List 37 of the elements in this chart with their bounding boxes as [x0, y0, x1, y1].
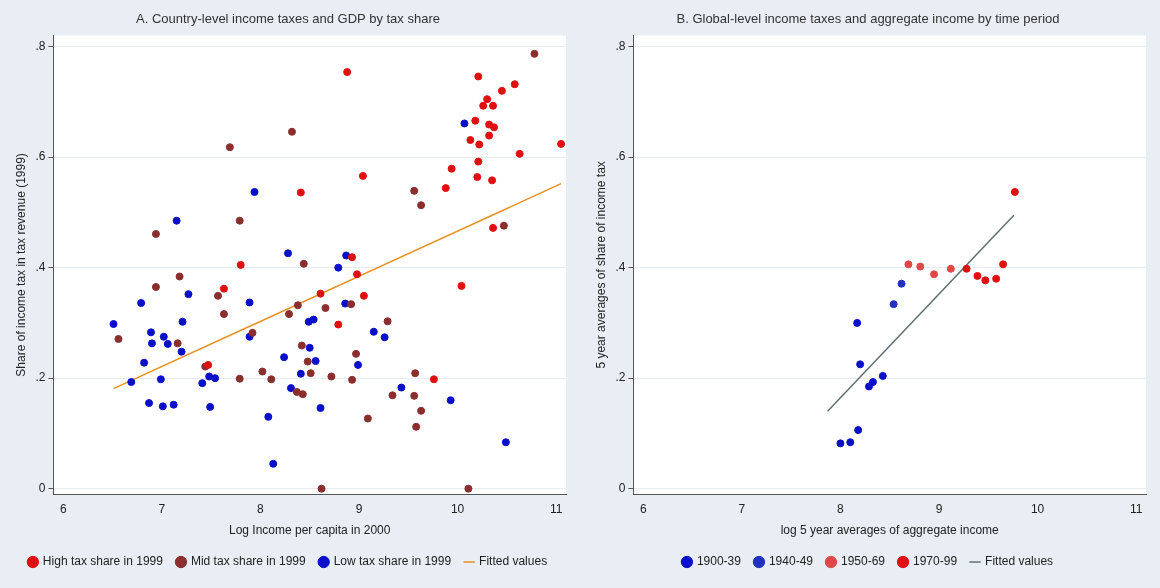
y-tick-label: 0 — [38, 480, 46, 495]
x-axis-title: log 5 year averages of aggregate income — [780, 523, 1000, 538]
x-tick-label: 11 — [1129, 501, 1143, 516]
x-tick-label: 10 — [1030, 501, 1045, 516]
y-tick-label: .8 — [35, 38, 46, 53]
y-axis-title: 5 year averages of share of income tax — [593, 161, 608, 369]
y-tick-label: .4 — [615, 259, 626, 274]
y-tick-label: 0 — [618, 480, 626, 495]
x-tick-label: 11 — [549, 501, 563, 516]
x-tick-label: 6 — [59, 501, 67, 516]
legend-label: 1940-49 — [768, 554, 814, 569]
legend-label: Low tax share in 1999 — [333, 554, 452, 569]
x-tick-label: 7 — [738, 501, 746, 516]
chart-title: A. Country-level income taxes and GDP by tax share — [136, 11, 440, 27]
y-tick-label: .6 — [35, 149, 46, 164]
x-tick-label: 9 — [355, 501, 363, 516]
chart-title: B. Global-level income taxes and aggregate income by time period — [676, 11, 1060, 27]
x-tick-label: 6 — [639, 501, 647, 516]
legend-label: Mid tax share in 1999 — [190, 554, 307, 569]
legend-label: 1950-69 — [840, 554, 886, 569]
y-tick-label: .2 — [35, 370, 46, 385]
x-tick-label: 8 — [837, 501, 845, 516]
y-tick-label: .8 — [615, 38, 626, 53]
y-tick-label: .4 — [35, 259, 46, 274]
legend-label: 1970-99 — [913, 554, 958, 569]
y-tick-label: .6 — [615, 149, 626, 164]
x-axis-title: Log Income per capita in 2000 — [228, 523, 391, 538]
legend-label: Fitted values — [479, 554, 548, 569]
legend-label: High tax share in 1999 — [42, 554, 164, 569]
y-tick-label: .2 — [615, 370, 626, 385]
legend-label: Fitted values — [985, 554, 1054, 569]
x-tick-label: 10 — [450, 501, 465, 516]
x-tick-label: 7 — [158, 501, 166, 516]
x-tick-label: 8 — [257, 501, 265, 516]
y-axis-title: Share of income tax in tax revenue (1999) — [13, 153, 28, 377]
legend-label: 1900-39 — [696, 554, 742, 569]
x-tick-label: 9 — [935, 501, 943, 516]
